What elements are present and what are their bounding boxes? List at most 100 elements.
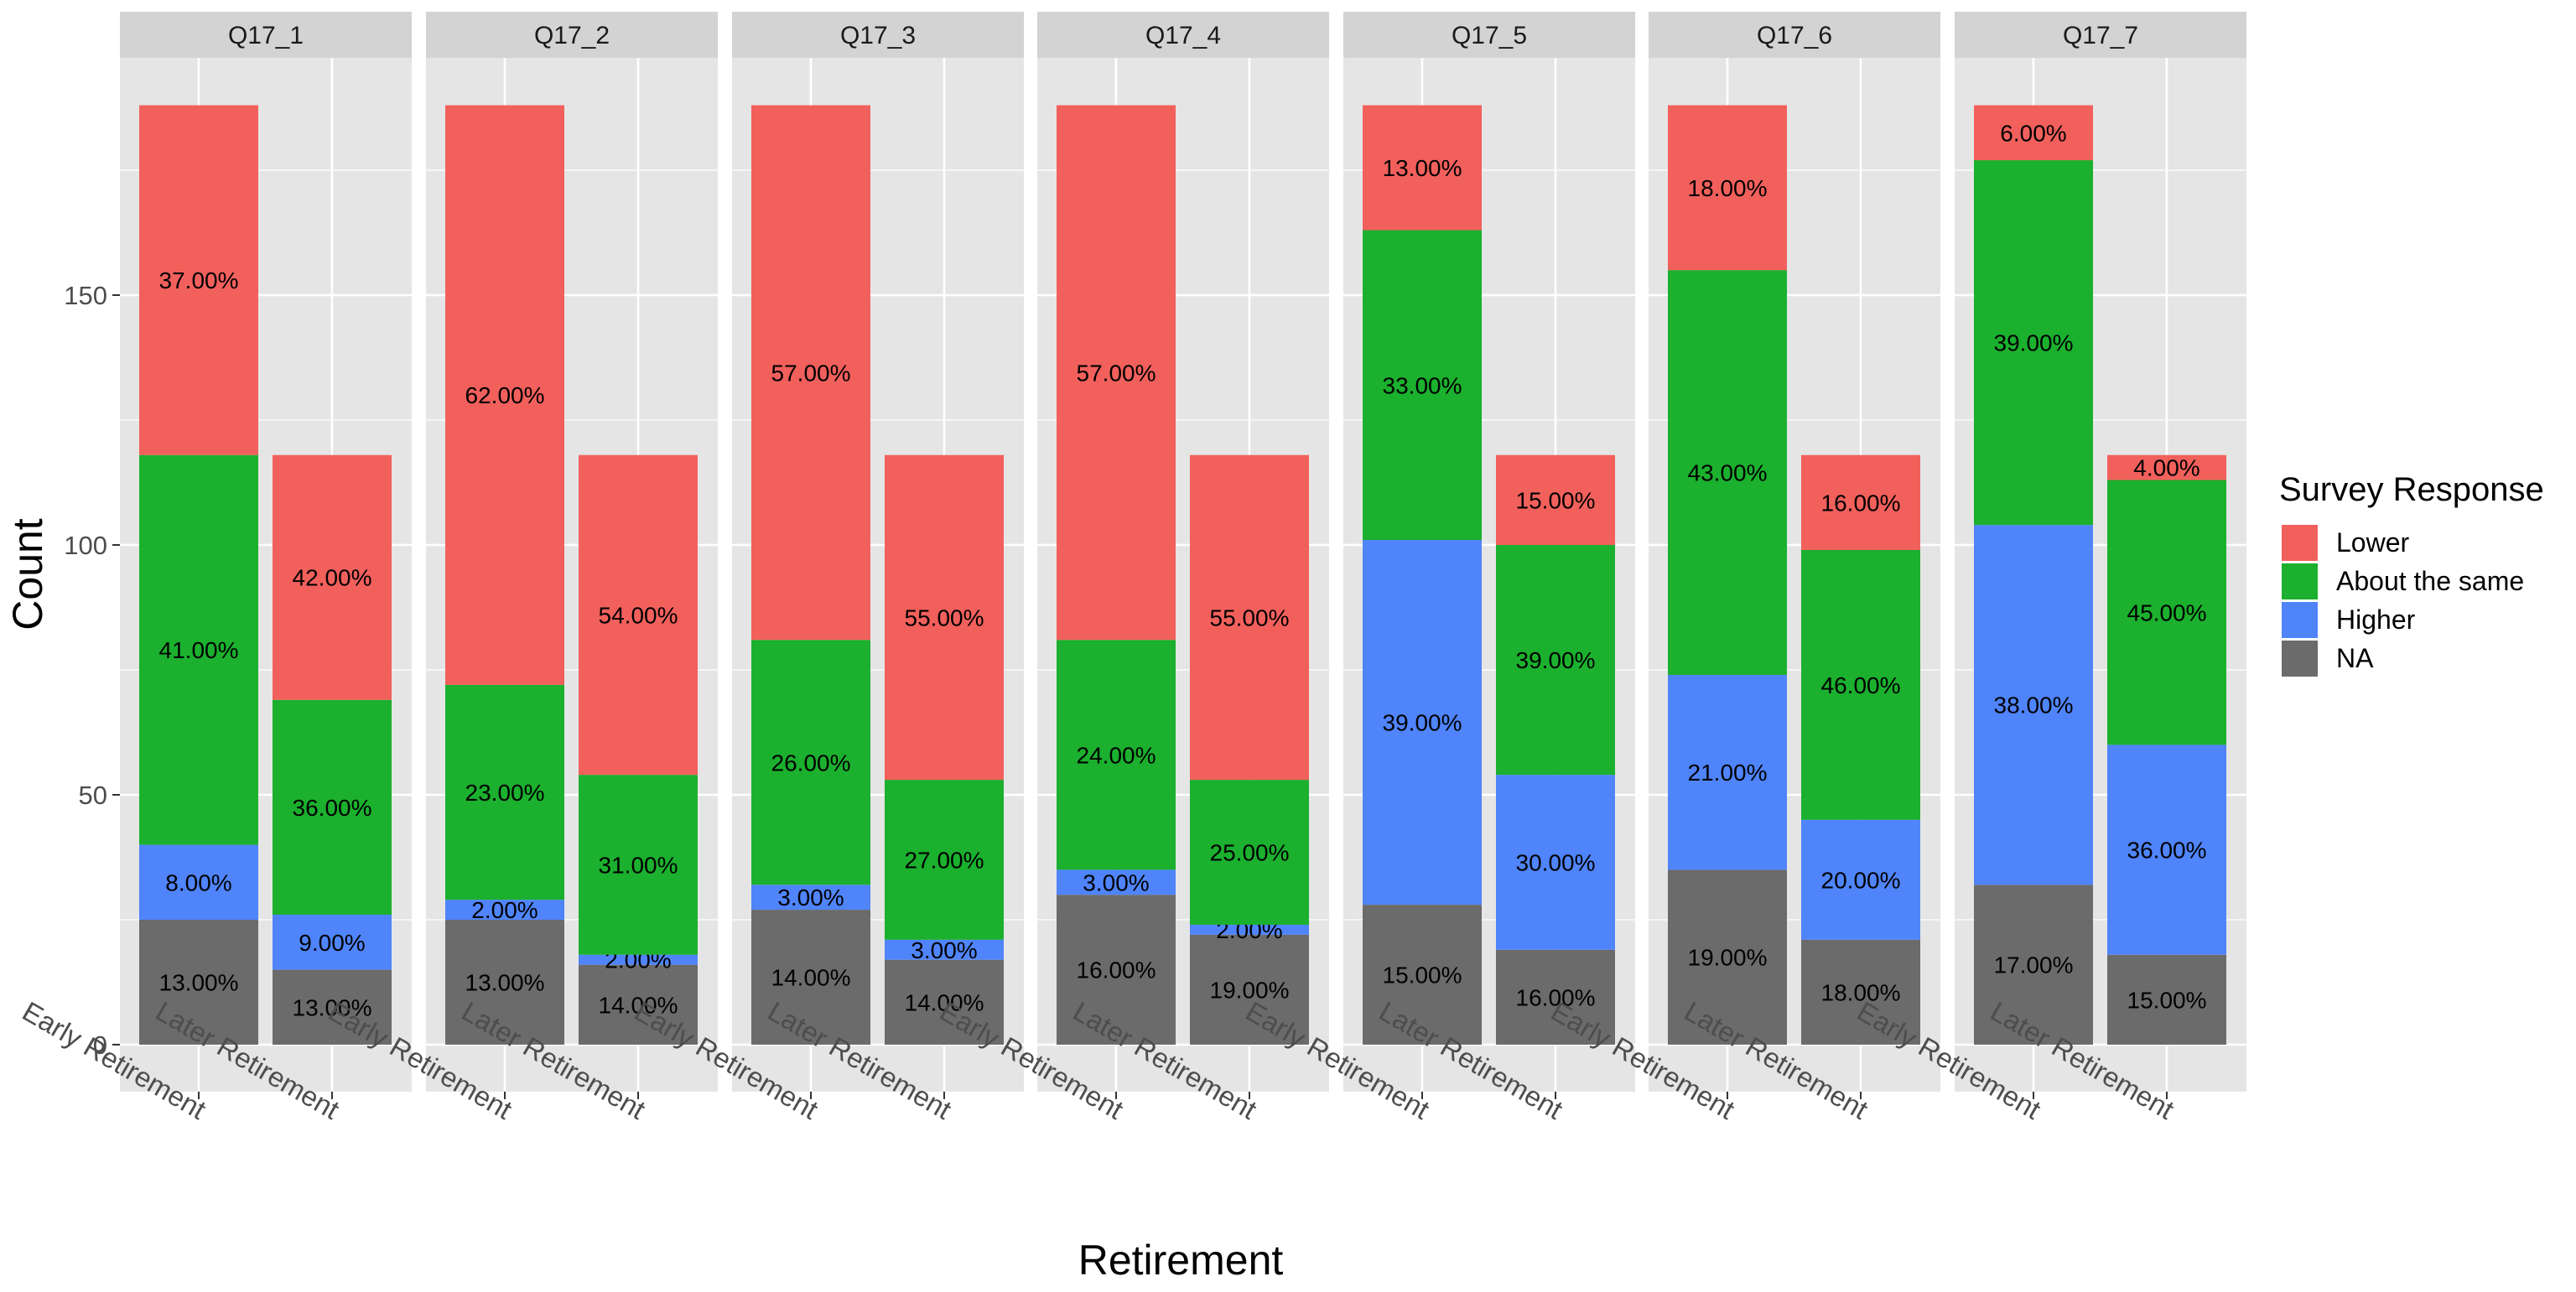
legend-label: Lower	[2336, 527, 2410, 558]
data-label: 9.00%	[299, 930, 365, 956]
bar-segment-about-the-same	[445, 684, 564, 900]
facet-strip-label: Q17_4	[1145, 22, 1221, 49]
bar-segment-higher	[751, 885, 870, 911]
bar-segment-na	[579, 964, 698, 1045]
legend-swatch	[2282, 525, 2318, 561]
data-label: 30.00%	[1516, 849, 1596, 875]
data-label: 39.00%	[1994, 330, 2074, 356]
legend-swatch	[2282, 641, 2318, 677]
bar-segment-about-the-same	[1363, 230, 1482, 541]
data-label: 43.00%	[1688, 460, 1768, 486]
legend-swatch	[2282, 602, 2318, 638]
bar-segment-na	[1668, 869, 1787, 1045]
bar-segment-higher	[445, 900, 564, 920]
bar-segment-na	[1801, 939, 1920, 1045]
bar-segment-higher	[1496, 775, 1615, 950]
data-label: 45.00%	[2127, 599, 2207, 625]
bar-segment-lower	[1057, 105, 1176, 641]
x-axis-title: Retirement	[1078, 1237, 1284, 1284]
bar-segment-about-the-same	[1496, 545, 1615, 776]
data-label: 37.00%	[159, 267, 239, 293]
data-label: 57.00%	[1077, 360, 1156, 386]
bar-segment-na	[2107, 954, 2226, 1045]
y-tick-label: 0	[93, 1030, 107, 1060]
legend-label: NA	[2336, 643, 2374, 673]
data-label: 8.00%	[165, 869, 231, 895]
bar-segment-na	[1363, 905, 1482, 1045]
data-label: 57.00%	[771, 360, 851, 386]
data-label: 42.00%	[293, 565, 372, 591]
facet-strip	[732, 12, 1024, 58]
data-label: 6.00%	[2000, 120, 2066, 146]
data-label: 46.00%	[1821, 672, 1901, 698]
facet-strip	[1343, 12, 1635, 58]
bar-segment-lower	[1496, 454, 1615, 545]
data-label: 41.00%	[159, 637, 239, 663]
bar-segment-na	[1057, 895, 1176, 1045]
bar-segment-na	[1974, 885, 2093, 1045]
data-label: 39.00%	[1516, 647, 1596, 673]
data-label: 19.00%	[1210, 977, 1290, 1003]
data-label: 23.00%	[465, 780, 545, 806]
bar-segment-higher	[1974, 525, 2093, 885]
bar-segment-higher	[139, 844, 258, 920]
data-label: 25.00%	[1210, 840, 1290, 866]
data-label: 16.00%	[1821, 490, 1901, 516]
data-label: 18.00%	[1688, 175, 1768, 201]
bar-segment-lower	[1190, 454, 1309, 781]
bar-segment-lower	[1668, 105, 1787, 271]
facet-strip	[1649, 12, 1940, 58]
bar-segment-lower	[445, 105, 564, 685]
data-label: 14.00%	[599, 992, 678, 1018]
legend-label: Higher	[2336, 604, 2416, 635]
facet-strip-label: Q17_6	[1757, 22, 1832, 49]
data-label: 27.00%	[905, 847, 984, 873]
data-label: 2.00%	[471, 897, 538, 923]
data-label: 19.00%	[1688, 945, 1768, 971]
data-label: 3.00%	[911, 937, 977, 963]
data-label: 13.00%	[159, 970, 239, 996]
bar-segment-about-the-same	[885, 780, 1004, 940]
data-label: 38.00%	[1994, 693, 2074, 719]
facet-strip-label: Q17_3	[840, 22, 916, 49]
data-label: 16.00%	[1077, 957, 1156, 983]
bar-segment-lower	[1974, 105, 2093, 161]
bar-segment-lower	[1801, 454, 1920, 550]
bar-segment-na	[273, 969, 392, 1045]
y-axis-title: Count	[4, 518, 51, 630]
bar-segment-lower	[1363, 105, 1482, 231]
bar-segment-higher	[273, 915, 392, 970]
data-label: 36.00%	[293, 795, 372, 821]
data-label: 15.00%	[2127, 987, 2207, 1013]
bar-segment-about-the-same	[2107, 480, 2226, 745]
data-label: 62.00%	[465, 382, 545, 408]
data-label: 20.00%	[1821, 867, 1901, 893]
bar-segment-about-the-same	[751, 640, 870, 885]
facet-strip	[120, 12, 412, 58]
bar-segment-higher	[579, 954, 698, 965]
bar-segment-lower	[579, 454, 698, 776]
legend-title: Survey Response	[2279, 471, 2544, 508]
data-label: 3.00%	[1083, 869, 1149, 895]
bar-segment-about-the-same	[1801, 549, 1920, 820]
data-label: 4.00%	[2133, 455, 2199, 481]
bar-segment-about-the-same	[1190, 780, 1309, 925]
bar-segment-na	[1496, 949, 1615, 1045]
y-tick-label: 150	[64, 281, 107, 310]
bar-segment-about-the-same	[579, 775, 698, 955]
legend-label: About the same	[2336, 566, 2524, 596]
data-label: 13.00%	[293, 994, 372, 1020]
bar-segment-lower	[273, 454, 392, 700]
bar-segment-higher	[1057, 869, 1176, 895]
data-label: 36.00%	[2127, 838, 2207, 864]
data-label: 18.00%	[1821, 979, 1901, 1005]
bar-segment-na	[445, 920, 564, 1045]
facet-strip	[426, 12, 718, 58]
data-label: 21.00%	[1688, 760, 1768, 786]
data-label: 16.00%	[1516, 984, 1596, 1010]
bar-segment-about-the-same	[1668, 270, 1787, 675]
bar-segment-about-the-same	[1057, 640, 1176, 870]
bar-segment-lower	[751, 105, 870, 641]
bar-segment-about-the-same	[1974, 160, 2093, 526]
data-label: 17.00%	[1994, 952, 2074, 978]
